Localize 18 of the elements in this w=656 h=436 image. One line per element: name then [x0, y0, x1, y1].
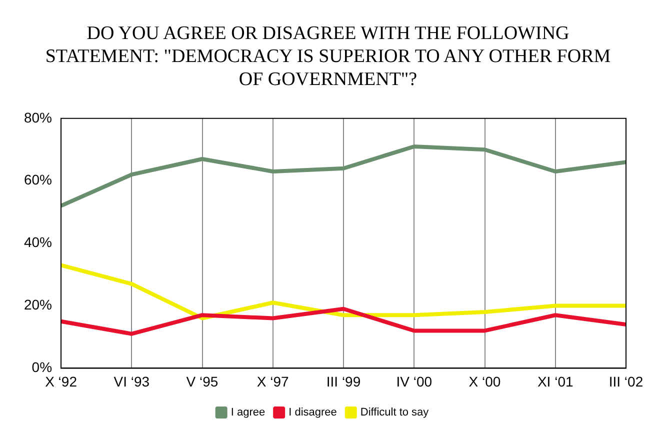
x-tick-label: III ‘02 [608, 373, 644, 390]
legend-label: I disagree [288, 406, 337, 419]
x-tick-label: VI ‘93 [114, 373, 150, 390]
chart-title: DO YOU AGREE OR DISAGREE WITH THE FOLLOWING STATEMENT: "DEMOCRACY IS SUPERIOR TO ANY OTHER FORM OF GOVERNMENT"? [44, 22, 612, 92]
legend-label: I agree [230, 406, 266, 419]
x-tick-label: IV ‘00 [396, 373, 432, 390]
y-tick-label: 60% [24, 172, 52, 188]
y-tick-label: 80% [24, 109, 52, 126]
x-tick-label: X ‘92 [45, 373, 78, 390]
x-tick-label: XI ‘01 [537, 373, 574, 390]
y-tick-label: 0% [32, 359, 52, 376]
x-tick-label: X ‘00 [468, 373, 501, 390]
y-tick-label: 40% [24, 234, 52, 250]
legend-label: Difficult to say [360, 406, 430, 419]
x-tick-label: X ‘97 [256, 373, 290, 390]
x-tick-label: V ‘95 [186, 373, 218, 390]
x-tick-label: III ‘99 [326, 373, 361, 390]
y-tick-label: 20% [24, 296, 52, 313]
